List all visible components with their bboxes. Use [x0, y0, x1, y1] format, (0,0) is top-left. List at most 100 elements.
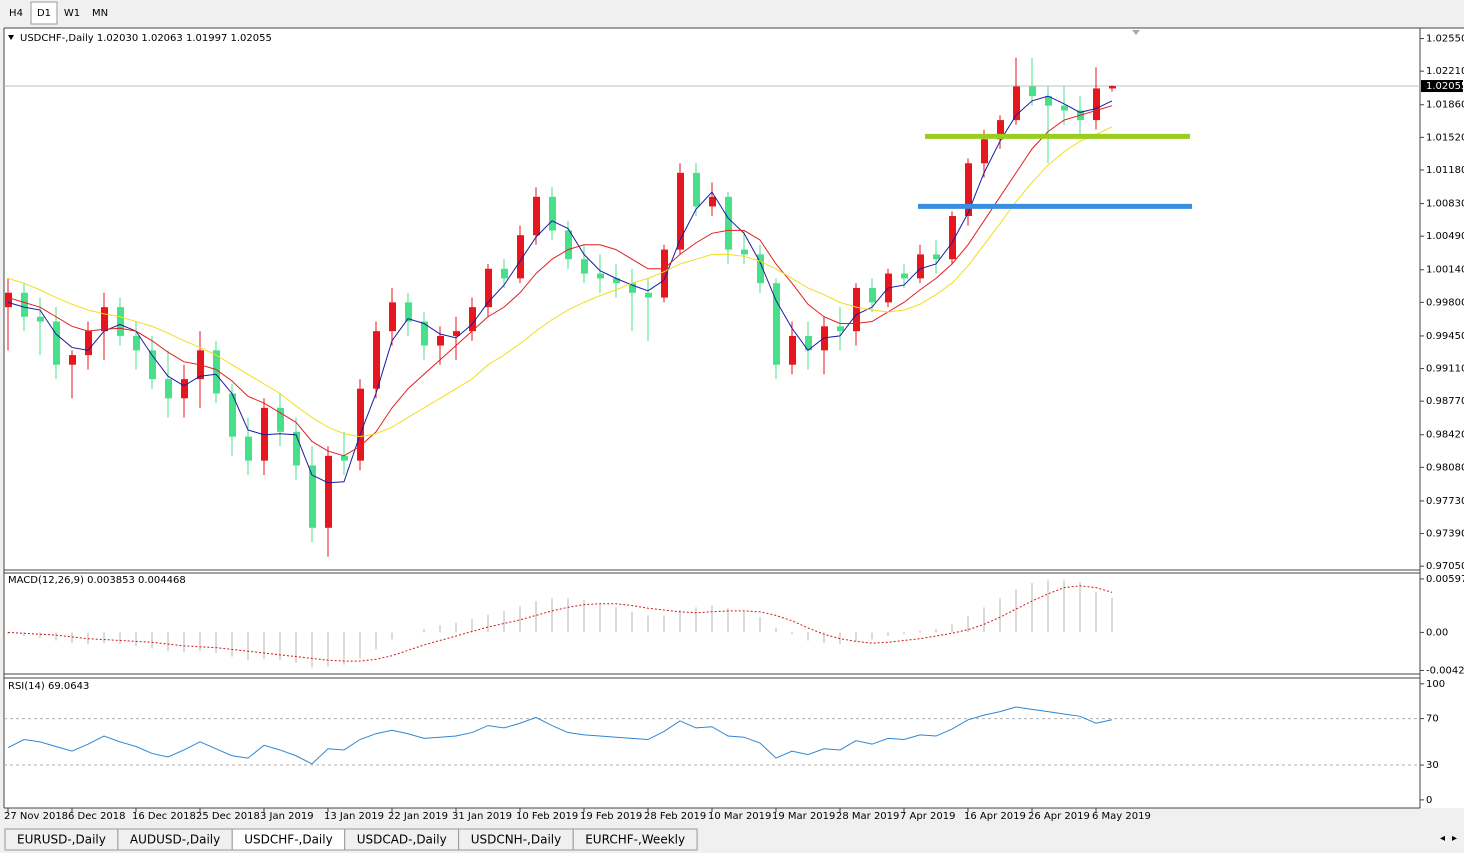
chart-title: MACD(12,26,9) 0.003853 0.004468: [8, 575, 186, 586]
y-tick-label: 0.98770: [1426, 396, 1464, 407]
y-tick-label: 0.00597: [1426, 574, 1464, 585]
candle-body: [661, 249, 668, 298]
candle-body: [117, 307, 124, 336]
candle-body: [693, 172, 700, 207]
tab-label[interactable]: AUDUSD-,Daily: [130, 833, 220, 847]
candle-body: [405, 302, 412, 322]
y-tick-label: 0.97050: [1426, 561, 1464, 572]
candle-body: [517, 235, 524, 279]
candle-body: [165, 379, 172, 399]
candle-body: [1061, 105, 1068, 111]
scroll-left[interactable]: ◂: [1440, 833, 1445, 844]
timeframe-label[interactable]: H4: [9, 8, 23, 19]
timeframe-button[interactable]: [30, 1, 58, 25]
timeframe-label[interactable]: W1: [64, 8, 80, 19]
candle-body: [181, 379, 188, 399]
candle-body: [101, 307, 108, 332]
candle-body: [1013, 86, 1020, 121]
x-tick-label: 28 Mar 2019: [836, 811, 899, 822]
candle-body: [565, 230, 572, 260]
tab-label[interactable]: USDCNH-,Daily: [471, 833, 562, 847]
y-tick-label: 0.97730: [1426, 496, 1464, 507]
candle-body: [85, 331, 92, 356]
candle-body: [805, 335, 812, 351]
tab-label[interactable]: EURUSD-,Daily: [17, 833, 106, 847]
candle-body: [341, 455, 348, 461]
timeframe-button[interactable]: [3, 2, 29, 24]
candle-body: [581, 259, 588, 274]
candle-body: [37, 316, 44, 322]
y-tick-label: 1.02550: [1426, 34, 1464, 45]
candle-body: [421, 321, 428, 346]
y-tick-label: 1.01860: [1426, 100, 1464, 111]
candle-body: [213, 350, 220, 394]
candle-body: [597, 273, 604, 279]
x-tick-label: 10 Mar 2019: [708, 811, 771, 822]
candle-body: [501, 268, 508, 279]
candle-body: [629, 283, 636, 293]
x-tick-label: 26 Apr 2019: [1028, 811, 1090, 822]
candle-body: [469, 307, 476, 332]
candle-body: [149, 350, 156, 380]
candle-body: [981, 139, 988, 164]
candle-body: [709, 196, 716, 207]
candle-body: [789, 335, 796, 365]
x-tick-label: 27 Nov 2018: [4, 811, 68, 822]
candle-body: [277, 407, 284, 432]
candle-body: [613, 278, 620, 284]
y-tick-label: 30: [1426, 760, 1439, 771]
tab-label[interactable]: USDCAD-,Daily: [357, 833, 447, 847]
candle-body: [965, 163, 972, 217]
y-tick-label: 1.00490: [1426, 231, 1464, 242]
tab-label[interactable]: USDCHF-,Daily: [244, 833, 332, 847]
moving-average: [7, 95, 1113, 484]
tab-label[interactable]: EURCHF-,Weekly: [585, 833, 685, 847]
candle-body: [837, 326, 844, 332]
x-tick-label: 6 Dec 2018: [68, 811, 126, 822]
candle-body: [485, 268, 492, 308]
candle-body: [853, 287, 860, 332]
candle-body: [901, 273, 908, 279]
candle-body: [245, 436, 252, 461]
timeframe-button[interactable]: [59, 2, 85, 24]
candle-body: [677, 172, 684, 250]
y-tick-label: 1.00830: [1426, 199, 1464, 210]
x-tick-label: 7 Apr 2019: [900, 811, 955, 822]
candle-body: [533, 196, 540, 236]
last-price-box: [1421, 80, 1463, 93]
candle-body: [53, 321, 60, 365]
y-tick-label: 0: [1426, 795, 1432, 806]
timeframe-button[interactable]: [87, 2, 113, 24]
timeframe-label[interactable]: D1: [37, 8, 51, 19]
x-tick-label: 16 Apr 2019: [964, 811, 1026, 822]
candle-body: [773, 283, 780, 365]
chart-area: [4, 28, 1420, 808]
collapse-icon: [8, 35, 14, 40]
candle-body: [949, 216, 956, 260]
y-tick-label: 1.02210: [1426, 66, 1464, 77]
candle-body: [453, 331, 460, 336]
timeframe-label[interactable]: MN: [92, 8, 108, 19]
candle-body: [1045, 96, 1052, 106]
y-tick-label: 70: [1426, 714, 1439, 725]
y-tick-label: 0.97390: [1426, 529, 1464, 540]
candle-body: [821, 326, 828, 351]
chart-title: USDCHF-,Daily 1.02030 1.02063 1.01997 1.…: [20, 33, 272, 44]
y-tick-label: 100: [1426, 679, 1445, 690]
x-tick-label: 13 Jan 2019: [324, 811, 384, 822]
candle-body: [21, 292, 28, 317]
candle-body: [869, 287, 876, 303]
candle-body: [389, 302, 396, 332]
last-price-label: 1.02055: [1426, 81, 1464, 92]
x-tick-label: 19 Feb 2019: [580, 811, 642, 822]
moving-average: [7, 126, 1113, 438]
x-tick-label: 6 May 2019: [1092, 811, 1151, 822]
candle-body: [5, 292, 12, 308]
y-tick-label: 0.00: [1426, 627, 1448, 638]
scroll-right[interactable]: ▸: [1452, 833, 1457, 844]
tab[interactable]: [572, 828, 698, 851]
signal-line: [7, 585, 1113, 662]
x-tick-label: 22 Jan 2019: [388, 811, 448, 822]
candle-body: [373, 331, 380, 389]
